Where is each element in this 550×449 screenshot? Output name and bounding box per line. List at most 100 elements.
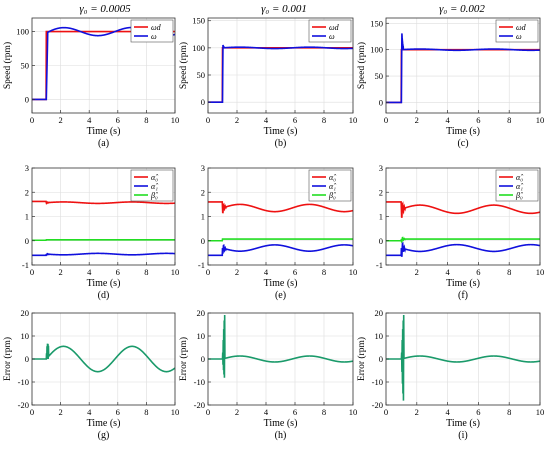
- x-axis-label: Time (s): [446, 126, 480, 137]
- y-tick-label: -10: [194, 377, 205, 387]
- x-tick-label: 10: [349, 407, 358, 417]
- y-tick-label: -1: [376, 260, 383, 270]
- subplot-caption: (b): [275, 138, 287, 149]
- y-tick-label: 150: [192, 16, 205, 26]
- x-tick-label: 0: [206, 115, 210, 125]
- x-tick-label: 8: [322, 267, 326, 277]
- y-tick-label: 2: [379, 187, 383, 197]
- subplot-caption: (e): [275, 290, 286, 301]
- x-axis-label: Time (s): [446, 418, 480, 429]
- subplot-caption: (c): [457, 138, 468, 149]
- y-tick-label: 10: [21, 331, 30, 341]
- subplot-caption: (g): [98, 430, 110, 441]
- y-tick-label: -20: [18, 400, 29, 410]
- x-tick-label: 10: [349, 267, 358, 277]
- x-tick-label: 8: [322, 115, 326, 125]
- series-line-e-1: [208, 244, 353, 257]
- x-tick-label: 8: [144, 267, 148, 277]
- y-tick-label: -20: [372, 400, 383, 410]
- legend-label: ω: [329, 32, 335, 41]
- series-line-f-0: [386, 201, 540, 219]
- y-tick-label: 100: [192, 43, 205, 53]
- x-tick-label: 10: [349, 115, 358, 125]
- x-tick-label: 0: [384, 115, 388, 125]
- legend-label: α̂₁: [151, 182, 158, 191]
- x-tick-label: 0: [206, 407, 210, 417]
- y-tick-label: 0: [25, 354, 29, 364]
- x-tick-label: 10: [171, 407, 180, 417]
- legend-label: ω: [516, 32, 522, 41]
- y-tick-label: 2: [25, 187, 29, 197]
- x-tick-label: 6: [476, 407, 480, 417]
- x-tick-label: 6: [116, 407, 120, 417]
- y-tick-label: 10: [375, 331, 384, 341]
- x-tick-label: 8: [507, 267, 511, 277]
- x-axis-label: Time (s): [446, 278, 480, 289]
- legend: ωdω: [495, 19, 539, 43]
- x-tick-label: 2: [415, 115, 419, 125]
- x-tick-label: 2: [415, 267, 419, 277]
- y-axis-label: Error (rpm): [356, 337, 367, 381]
- y-tick-label: 10: [197, 331, 206, 341]
- x-tick-label: 10: [536, 267, 545, 277]
- x-tick-label: 4: [445, 267, 450, 277]
- x-tick-label: 4: [264, 115, 269, 125]
- subplot-f: 2 4 6 8 10 -1 0 1 2 3 Time (s)(f) α̂₀α̂₁β̂₀: [376, 163, 544, 301]
- y-tick-label: 3: [25, 163, 29, 173]
- series-line-h-0: [208, 315, 353, 378]
- y-tick-label: 3: [379, 163, 383, 173]
- x-tick-label: 4: [445, 115, 450, 125]
- column-title-2: γ₀ = 0.001: [261, 3, 307, 15]
- legend: α̂₀α̂₁β̂₀: [495, 169, 539, 202]
- x-tick-label: 4: [87, 267, 92, 277]
- x-tick-label: 2: [415, 407, 419, 417]
- y-axis-label: Speed (rpm): [356, 42, 367, 89]
- subplot-caption: (h): [275, 430, 287, 441]
- x-tick-label: 4: [445, 407, 450, 417]
- x-axis-label: Time (s): [264, 126, 298, 137]
- y-axis-label: Speed (rpm): [178, 42, 189, 89]
- x-axis-label: Time (s): [264, 418, 298, 429]
- x-tick-label: 2: [58, 115, 62, 125]
- y-tick-label: 50: [197, 70, 206, 80]
- y-tick-label: 100: [370, 45, 383, 55]
- series-line-c-1: [386, 33, 540, 104]
- x-tick-label: 10: [171, 267, 180, 277]
- series-line-d-0: [32, 200, 175, 205]
- legend-label: ωd: [329, 23, 340, 32]
- x-tick-label: 2: [235, 407, 239, 417]
- x-tick-label: 10: [171, 115, 180, 125]
- legend: α̂₀α̂₁β̂₀: [130, 169, 174, 202]
- x-tick-label: 2: [235, 115, 239, 125]
- y-tick-label: -10: [372, 377, 383, 387]
- x-tick-label: 6: [293, 267, 297, 277]
- y-tick-label: 0: [25, 236, 29, 246]
- series-line-d-1: [32, 252, 175, 257]
- y-tick-label: 20: [375, 308, 384, 318]
- y-tick-label: 0: [379, 97, 383, 107]
- series-line-i-0: [386, 315, 540, 401]
- subplot-caption: (f): [458, 290, 468, 301]
- x-tick-label: 2: [235, 267, 239, 277]
- legend-label: α̂₀: [329, 173, 336, 182]
- y-tick-label: 0: [25, 94, 29, 104]
- legend: ωdω: [130, 19, 174, 43]
- y-tick-label: 0: [201, 97, 205, 107]
- legend-label: α̂₀: [151, 173, 158, 182]
- series-line-e-0: [208, 201, 353, 214]
- legend-label: ω: [151, 32, 157, 41]
- y-tick-label: 2: [201, 187, 205, 197]
- x-axis-label: Time (s): [264, 278, 298, 289]
- legend-box: [495, 169, 539, 202]
- y-tick-label: 1: [25, 212, 29, 222]
- y-tick-label: 0: [201, 354, 205, 364]
- x-tick-label: 10: [536, 407, 545, 417]
- x-tick-label: 4: [87, 115, 92, 125]
- x-tick-label: 0: [384, 407, 388, 417]
- column-title-3: γ₀ = 0.002: [439, 3, 485, 15]
- x-tick-label: 8: [144, 115, 148, 125]
